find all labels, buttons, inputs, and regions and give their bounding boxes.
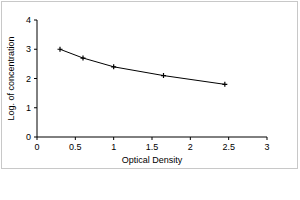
y-axis-label: Log. of concentration [6,36,16,120]
plot-marks [58,47,228,87]
data-point [58,47,63,52]
x-tick [228,137,229,140]
data-point [111,64,116,69]
y-tick [34,49,37,50]
x-tick-label: 2.5 [222,142,235,152]
data-point [222,82,227,87]
data-point [161,73,166,78]
y-tick-label: 2 [26,74,31,84]
x-tick [75,137,76,140]
x-tick [152,137,153,140]
y-tick-label: 1 [26,103,31,113]
y-tick [34,137,37,138]
x-axis-label: Optical Density [122,155,183,165]
y-tick-label: 3 [26,44,31,54]
y-tick [34,20,37,21]
x-tick-label: 3 [264,142,269,152]
y-tick-label: 0 [26,132,31,142]
x-tick [113,137,114,140]
data-line [60,49,225,84]
x-tick-label: 2 [188,142,193,152]
y-tick [34,78,37,79]
y-tick-label: 4 [26,15,31,25]
x-tick [267,137,268,140]
chart-svg: 0 0.5 1 1.5 2 2.5 3 0 1 2 3 4 Optical Density Log. of… [0,0,300,200]
chart-frame [2,2,298,169]
chart-container: 0 0.5 1 1.5 2 2.5 3 0 1 2 3 4 Optical Density Log. of… [0,0,300,200]
x-tick [190,137,191,140]
x-tick-label: 1 [111,142,116,152]
y-tick [34,107,37,108]
x-tick-label: 1.5 [146,142,159,152]
data-point [81,56,86,61]
x-tick-label: 0.5 [69,142,82,152]
x-tick-label: 0 [34,142,39,152]
